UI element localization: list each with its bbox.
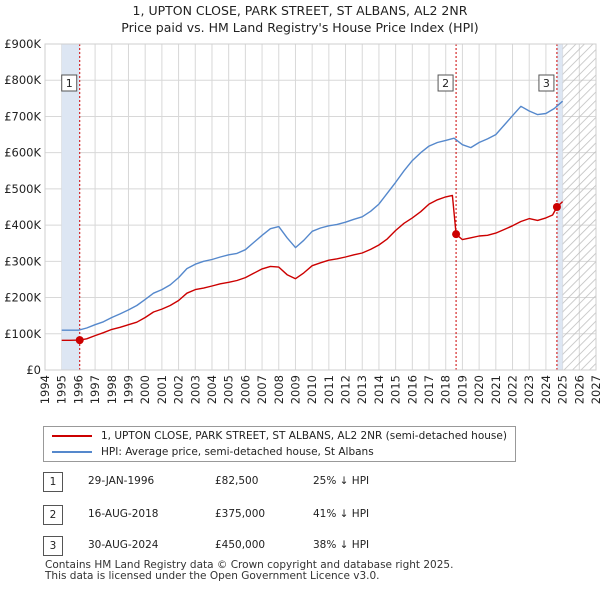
sale-number-badge: 1: [43, 472, 63, 492]
x-tick-label: 2014: [372, 375, 386, 404]
series-lines: [61, 100, 564, 341]
sale-markers: 1 2 3: [61, 74, 561, 345]
sale-hpi-diff: 41% ↓ HPI: [313, 508, 370, 520]
sale-label-number: 3: [543, 77, 550, 90]
x-tick-label: 1994: [38, 375, 52, 404]
sale-row: 2 16-AUG-2018 £375,000 41% ↓ HPI: [43, 505, 403, 525]
sale-date: 30-AUG-2024: [88, 539, 159, 551]
x-tick-label: 1997: [88, 375, 102, 404]
grid: [44, 43, 597, 371]
footer-copyright: Contains HM Land Registry data © Crown c…: [45, 559, 454, 571]
x-tick-label: 2015: [389, 375, 403, 404]
x-tick-label: 2000: [138, 375, 152, 404]
x-tick-label: 2022: [506, 375, 520, 404]
chart-title-block: 1, UPTON CLOSE, PARK STREET, ST ALBANS, …: [0, 2, 600, 36]
x-tick-label: 2005: [222, 375, 236, 404]
sale-hpi-diff: 25% ↓ HPI: [313, 475, 370, 487]
x-tick-label: 2008: [272, 375, 286, 404]
sale-hpi-diff: 38% ↓ HPI: [313, 539, 370, 551]
x-tick-label: 2011: [322, 375, 336, 404]
x-tick-label: 2010: [305, 375, 319, 404]
legend: 1, UPTON CLOSE, PARK STREET, ST ALBANS, …: [43, 426, 516, 462]
footer: Contains HM Land Registry data © Crown c…: [45, 560, 453, 582]
sale-point: [75, 336, 84, 345]
x-tick-label: 2027: [589, 375, 600, 404]
sale-date: 29-JAN-1996: [88, 475, 155, 487]
x-tick-label: 2007: [255, 375, 269, 404]
y-tick-label: £900K: [4, 37, 41, 51]
y-tick-label: £300K: [4, 254, 41, 268]
y-tick-label: £600K: [4, 146, 41, 160]
sale-label-box: [437, 74, 454, 92]
x-tick-label: 2002: [172, 375, 186, 404]
sale-row: 1 29-JAN-1996 £82,500 25% ↓ HPI: [43, 472, 403, 492]
chart-title: 1, UPTON CLOSE, PARK STREET, ST ALBANS, …: [132, 3, 468, 18]
y-tick-label: £100K: [4, 327, 41, 341]
sale-label-box: [538, 74, 555, 92]
sale-number-badge: 3: [43, 536, 63, 556]
sale-date: 16-AUG-2018: [88, 508, 159, 520]
x-tick-label: 2018: [439, 375, 453, 404]
x-tick-label: 2025: [556, 375, 570, 404]
x-tick-label: 2019: [455, 375, 469, 404]
legend-label-hpi: HPI: Average price, semi-detached house,…: [101, 446, 374, 458]
hatched-forecast-region: [562, 44, 596, 370]
footer-licence: This data is licensed under the Open Gov…: [45, 570, 380, 582]
legend-swatch-hpi: [52, 451, 92, 453]
x-tick-label: 2023: [522, 375, 536, 404]
axes: £0 £100K £200K £300K £400K £500K £600K £700K £80…: [4, 37, 600, 404]
x-tick-label: 2003: [188, 375, 202, 404]
x-tick-label: 2020: [472, 375, 486, 404]
x-tick-label: 2009: [288, 375, 302, 404]
x-tick-label: 2024: [539, 375, 553, 404]
x-tick-label: 2026: [572, 375, 586, 404]
x-tick-label: 2017: [422, 375, 436, 404]
y-tick-label: £0: [26, 363, 41, 377]
x-tick-label: 1995: [55, 375, 69, 404]
price-chart: 1 2 3 £0 £100K £200K £300K £400K £500K £600K £700…: [4, 37, 600, 404]
sale-point: [452, 230, 461, 239]
sale-price: £450,000: [215, 539, 266, 551]
series-line-hpi: [61, 100, 564, 331]
x-tick-label: 1999: [121, 375, 135, 404]
x-tick-label: 1998: [105, 375, 119, 404]
legend-label-property: 1, UPTON CLOSE, PARK STREET, ST ALBANS, …: [101, 430, 507, 442]
plot-border: [44, 43, 597, 371]
x-tick-label: 1996: [71, 375, 85, 404]
x-tick-label: 2013: [355, 375, 369, 404]
x-tick-label: 2006: [238, 375, 252, 404]
sale-number-badge: 2: [43, 505, 63, 525]
x-tick-label: 2012: [339, 375, 353, 404]
y-tick-label: £400K: [4, 218, 41, 232]
y-tick-label: £800K: [4, 73, 41, 87]
chart-subtitle: Price paid vs. HM Land Registry's House …: [121, 20, 479, 35]
sale-price: £82,500: [215, 475, 259, 487]
shaded-region-pre-sale-1: [61, 44, 80, 370]
sale-label-number: 1: [66, 77, 73, 90]
sale-label-box: [61, 74, 78, 92]
y-tick-label: £200K: [4, 291, 41, 305]
sale-label-number: 2: [442, 77, 449, 90]
x-tick-label: 2004: [205, 375, 219, 404]
y-tick-label: £500K: [4, 182, 41, 196]
x-tick-label: 2001: [155, 375, 169, 404]
y-tick-label: £700K: [4, 109, 41, 123]
sale-price: £375,000: [215, 508, 266, 520]
sale-point: [552, 203, 561, 211]
x-tick-label: 2021: [489, 375, 503, 404]
sale-row: 3 30-AUG-2024 £450,000 38% ↓ HPI: [43, 536, 403, 556]
x-tick-label: 2016: [405, 375, 419, 404]
legend-swatch-property: [52, 435, 92, 437]
series-line-property: [61, 194, 564, 341]
